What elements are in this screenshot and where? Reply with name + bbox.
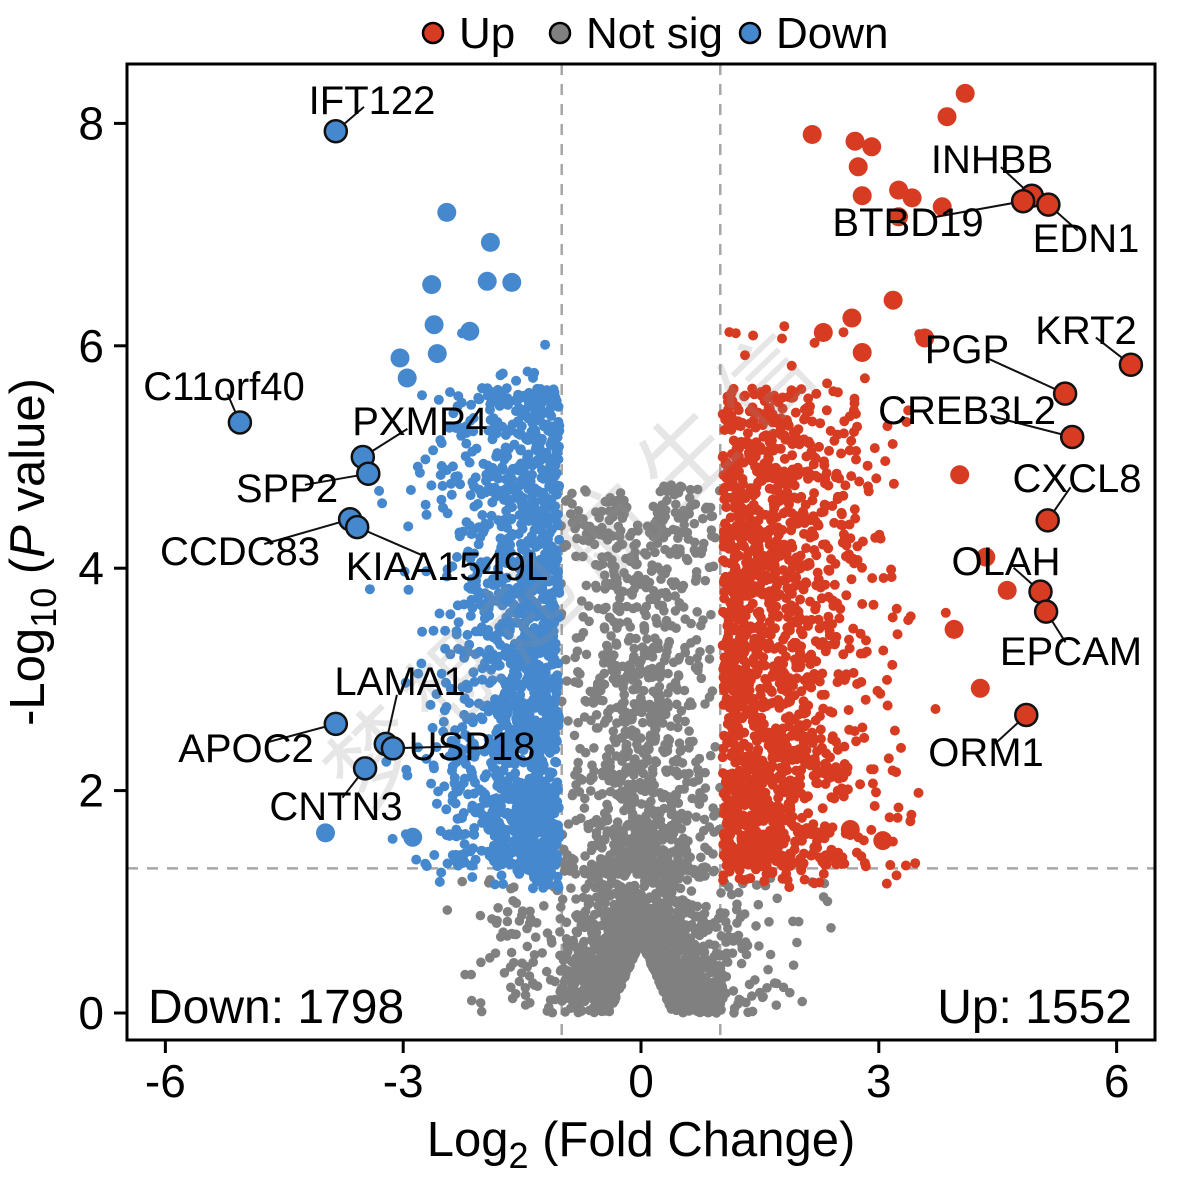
points-down	[364, 328, 565, 894]
legend-dot-notsig	[548, 21, 572, 45]
legend-label-down: Down	[776, 9, 889, 58]
x-title-sub: 2	[508, 1135, 528, 1176]
y-title-prefix: -Log	[1, 628, 55, 726]
legend-dot-down	[738, 21, 762, 45]
gene-label: PGP	[925, 328, 1009, 372]
gene-label: USP18	[409, 725, 536, 769]
gene-label: OLAH	[952, 540, 1061, 584]
gene-label: PXMP4	[352, 400, 488, 444]
x-title-suffix: (Fold Change)	[528, 1113, 855, 1167]
y-title-suffix: value)	[1, 378, 55, 525]
gene-label: IFT122	[309, 79, 436, 123]
gene-label: CNTN3	[269, 785, 402, 829]
gene-label: ORM1	[928, 731, 1044, 775]
y-title-mid: (	[1, 557, 55, 588]
up-count: Up: 1552	[937, 981, 1132, 1034]
legend-label-notsig: Not sig	[586, 9, 723, 58]
gene-label: SPP2	[236, 467, 338, 511]
y-title-italic-p: P	[1, 525, 55, 558]
gene-label: KIAA1549L	[346, 545, 548, 589]
points-outliers	[316, 83, 1017, 851]
y-title-sub: 10	[23, 588, 64, 628]
legend-label-up: Up	[459, 9, 515, 58]
legend-dot-up	[421, 21, 445, 45]
down-count: Down: 1798	[148, 981, 404, 1034]
x-title-prefix: Log	[427, 1113, 509, 1167]
x-axis-title: Log2 (Fold Change)	[427, 1113, 856, 1176]
gene-label: INHBB	[931, 138, 1053, 182]
points-up	[717, 321, 951, 893]
gene-labels: IFT122 C11orf40 PXMP4 SPP2 CCDC83 KIAA1549L LA…	[143, 79, 1144, 829]
gene-label: APOC2	[178, 727, 314, 771]
gene-label: EDN1	[1033, 217, 1140, 261]
gene-label: EPCAM	[1000, 630, 1142, 674]
y-axis-title: -Log10 (P value)	[1, 378, 64, 726]
gene-label: LAMA1	[334, 660, 465, 704]
gene-label: KRT2	[1035, 309, 1137, 353]
gene-label: CCDC83	[160, 530, 320, 574]
legend: Up Not sig Down	[421, 9, 889, 58]
points-not-sig	[442, 480, 836, 1018]
gene-label: BTBD19	[832, 201, 983, 245]
gene-label: C11orf40	[143, 365, 305, 409]
gene-label: CXCL8	[1013, 457, 1142, 501]
gene-label: CREB3L2	[878, 389, 1056, 433]
